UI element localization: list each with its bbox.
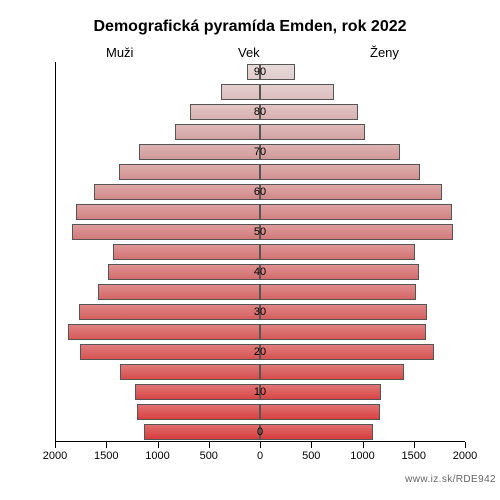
- age-label: 0: [250, 426, 270, 438]
- bar-female: [260, 84, 334, 100]
- bar-row: [55, 164, 465, 182]
- age-label: 20: [250, 346, 270, 358]
- bar-female: [260, 144, 400, 160]
- age-label: 10: [250, 386, 270, 398]
- bar-male: [98, 284, 260, 300]
- bar-female: [260, 264, 419, 280]
- bar-female: [260, 124, 365, 140]
- bar-male: [135, 384, 260, 400]
- x-tick: [465, 442, 466, 448]
- bar-row: [55, 204, 465, 222]
- bar-female: [260, 404, 380, 420]
- bar-male: [94, 184, 260, 200]
- bar-female: [260, 324, 426, 340]
- label-female: Ženy: [370, 45, 399, 60]
- bar-male: [72, 224, 260, 240]
- bar-female: [260, 224, 453, 240]
- bar-female: [260, 424, 373, 440]
- x-tick-label: 2000: [453, 450, 477, 462]
- x-tick: [363, 442, 364, 448]
- bar-male: [79, 304, 260, 320]
- x-tick: [414, 442, 415, 448]
- label-male: Muži: [106, 45, 133, 60]
- bar-male: [144, 424, 260, 440]
- chart-title: Demografická pyramída Emden, rok 2022: [0, 18, 500, 36]
- bar-male: [120, 364, 260, 380]
- bar-row: [55, 404, 465, 422]
- x-tick: [55, 442, 56, 448]
- x-tick: [209, 442, 210, 448]
- pyramid-chart: Demografická pyramída Emden, rok 2022 Mu…: [0, 0, 500, 500]
- x-tick-label: 500: [200, 450, 218, 462]
- x-tick-label: 2000: [43, 450, 67, 462]
- bar-male: [108, 264, 260, 280]
- bar-female: [260, 204, 452, 220]
- bar-male: [113, 244, 260, 260]
- x-tick-label: 1000: [145, 450, 169, 462]
- source-text: www.iz.sk/RDE942: [0, 474, 496, 485]
- age-label: 40: [250, 266, 270, 278]
- age-label: 90: [250, 66, 270, 78]
- x-tick-label: 1000: [350, 450, 374, 462]
- bar-female: [260, 384, 381, 400]
- bar-male: [76, 204, 261, 220]
- bar-row: [55, 244, 465, 262]
- bar-row: [55, 364, 465, 382]
- bar-female: [260, 184, 442, 200]
- age-label: 60: [250, 186, 270, 198]
- bar-male: [80, 344, 260, 360]
- bar-row: [55, 284, 465, 302]
- bar-female: [260, 284, 416, 300]
- x-tick-label: 0: [257, 450, 263, 462]
- age-label: 70: [250, 146, 270, 158]
- x-tick: [106, 442, 107, 448]
- bar-male: [137, 404, 260, 420]
- x-tick-label: 1500: [94, 450, 118, 462]
- age-label: 80: [250, 106, 270, 118]
- x-tick: [260, 442, 261, 448]
- bar-male: [68, 324, 260, 340]
- bar-male: [175, 124, 260, 140]
- bars-container: [55, 62, 465, 442]
- age-label: 30: [250, 306, 270, 318]
- bar-row: [55, 324, 465, 342]
- age-label: 50: [250, 226, 270, 238]
- bar-female: [260, 164, 420, 180]
- bar-female: [260, 244, 415, 260]
- bar-male: [139, 144, 260, 160]
- bar-row: [55, 84, 465, 102]
- x-tick: [311, 442, 312, 448]
- bar-female: [260, 344, 434, 360]
- bar-female: [260, 104, 358, 120]
- x-tick-label: 500: [302, 450, 320, 462]
- bar-row: [55, 124, 465, 142]
- bar-female: [260, 364, 404, 380]
- label-age: Vek: [238, 45, 260, 60]
- bar-male: [119, 164, 260, 180]
- bar-male: [221, 84, 260, 100]
- x-tick: [158, 442, 159, 448]
- bar-female: [260, 304, 427, 320]
- x-tick-label: 1500: [402, 450, 426, 462]
